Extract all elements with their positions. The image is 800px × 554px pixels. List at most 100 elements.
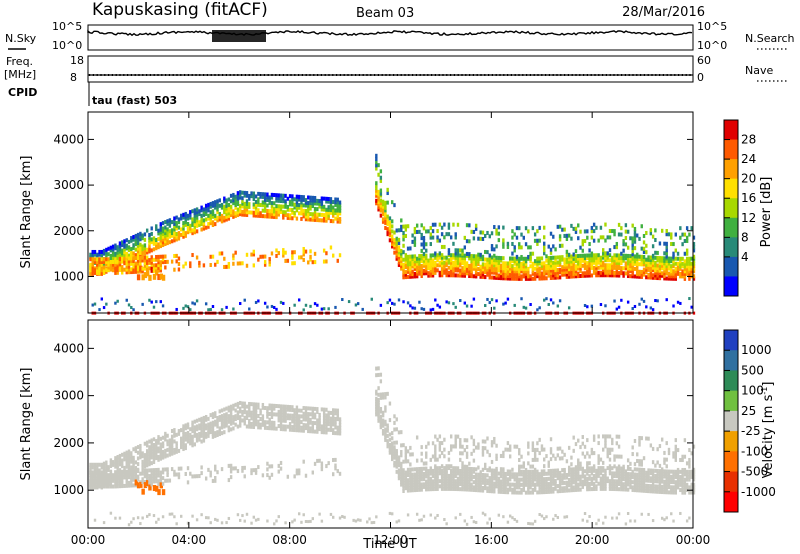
- cell: [579, 229, 582, 234]
- cell: [563, 270, 566, 275]
- cell: [193, 213, 197, 218]
- cell: [543, 225, 546, 230]
- cell: [524, 480, 528, 485]
- cell: [130, 477, 133, 482]
- cell: [543, 471, 546, 476]
- cell: [488, 272, 491, 277]
- cell: [132, 267, 135, 272]
- cell: [118, 241, 122, 246]
- cell: [381, 204, 385, 209]
- cell: [547, 487, 550, 492]
- cell: [270, 304, 274, 308]
- cell: [252, 419, 256, 424]
- cell: [586, 305, 589, 309]
- cell: [524, 274, 528, 279]
- cell: [125, 264, 128, 269]
- cell: [220, 431, 224, 436]
- cell: [583, 271, 587, 276]
- cell: [558, 456, 562, 461]
- cell: [572, 485, 575, 490]
- cell: [445, 270, 448, 275]
- cell: [508, 474, 512, 479]
- cell: [316, 207, 319, 212]
- cell: [561, 478, 564, 483]
- cell: [195, 223, 199, 228]
- cell: [159, 456, 162, 461]
- cell: [304, 203, 308, 208]
- cell: [139, 237, 142, 242]
- cell: [422, 484, 426, 489]
- cell: [284, 199, 287, 204]
- cell: [590, 471, 594, 476]
- cell: [636, 269, 639, 274]
- cell: [690, 271, 693, 276]
- cell: [481, 467, 485, 472]
- cell: [567, 478, 571, 483]
- cell: [118, 267, 122, 272]
- cell: [422, 477, 426, 482]
- cell: [211, 412, 215, 417]
- cell: [685, 261, 689, 266]
- cell: [282, 253, 285, 258]
- cell: [254, 205, 258, 210]
- cell: [186, 521, 190, 525]
- cell: [229, 207, 233, 212]
- cell: [270, 409, 274, 414]
- cell: [397, 458, 401, 463]
- cell: [484, 257, 487, 262]
- cell: [683, 251, 687, 256]
- cell: [291, 199, 294, 204]
- cell: [656, 258, 659, 263]
- cell: [393, 240, 396, 245]
- cell: [622, 239, 625, 244]
- cell: [620, 298, 623, 302]
- cell: [164, 467, 167, 472]
- cell: [318, 418, 321, 423]
- cell: [114, 259, 117, 264]
- cell: [524, 266, 528, 271]
- cell: [415, 266, 419, 271]
- cell: [660, 261, 664, 266]
- cell: [631, 256, 634, 261]
- cell: [670, 259, 673, 264]
- cell: [577, 264, 580, 269]
- cell: [329, 422, 333, 427]
- cell: [397, 463, 401, 468]
- cell: [309, 212, 312, 217]
- cell: [486, 468, 489, 473]
- cell: [143, 246, 147, 251]
- cell: [499, 273, 503, 278]
- cell: [325, 207, 328, 212]
- cell: [322, 196, 326, 201]
- cell: [651, 260, 655, 265]
- cell: [143, 237, 147, 242]
- cell: [202, 430, 206, 435]
- cell: [606, 235, 609, 240]
- cell: [531, 271, 535, 276]
- cell: [490, 443, 494, 448]
- cell: [159, 442, 162, 447]
- cell: [286, 413, 290, 418]
- cell: [590, 447, 594, 452]
- cell: [397, 247, 401, 252]
- cell: [422, 474, 426, 479]
- cell: [443, 466, 446, 471]
- cell: [470, 266, 473, 271]
- cell: [313, 201, 317, 206]
- cell: [536, 266, 539, 271]
- cell: [595, 522, 598, 526]
- cell: [670, 232, 673, 237]
- cell: [581, 256, 584, 261]
- cell: [597, 518, 600, 522]
- cell: [139, 255, 142, 260]
- cell: [574, 229, 578, 234]
- cell: [273, 306, 276, 310]
- cell: [320, 424, 324, 429]
- cell: [674, 232, 677, 237]
- cell: [116, 268, 119, 273]
- cell: [520, 454, 523, 459]
- cell: [533, 261, 537, 266]
- cell: [415, 229, 419, 234]
- cell: [191, 209, 194, 214]
- cell: [547, 469, 550, 474]
